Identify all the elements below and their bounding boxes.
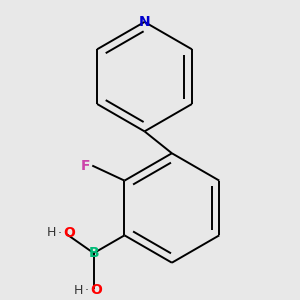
- Text: ·: ·: [85, 284, 89, 297]
- Text: ·: ·: [58, 227, 62, 240]
- Text: H: H: [47, 226, 56, 239]
- Text: O: O: [64, 226, 76, 240]
- Text: F: F: [81, 159, 90, 172]
- Text: H: H: [74, 284, 83, 297]
- Text: O: O: [91, 283, 102, 297]
- Text: B: B: [88, 246, 99, 260]
- Text: N: N: [139, 15, 150, 29]
